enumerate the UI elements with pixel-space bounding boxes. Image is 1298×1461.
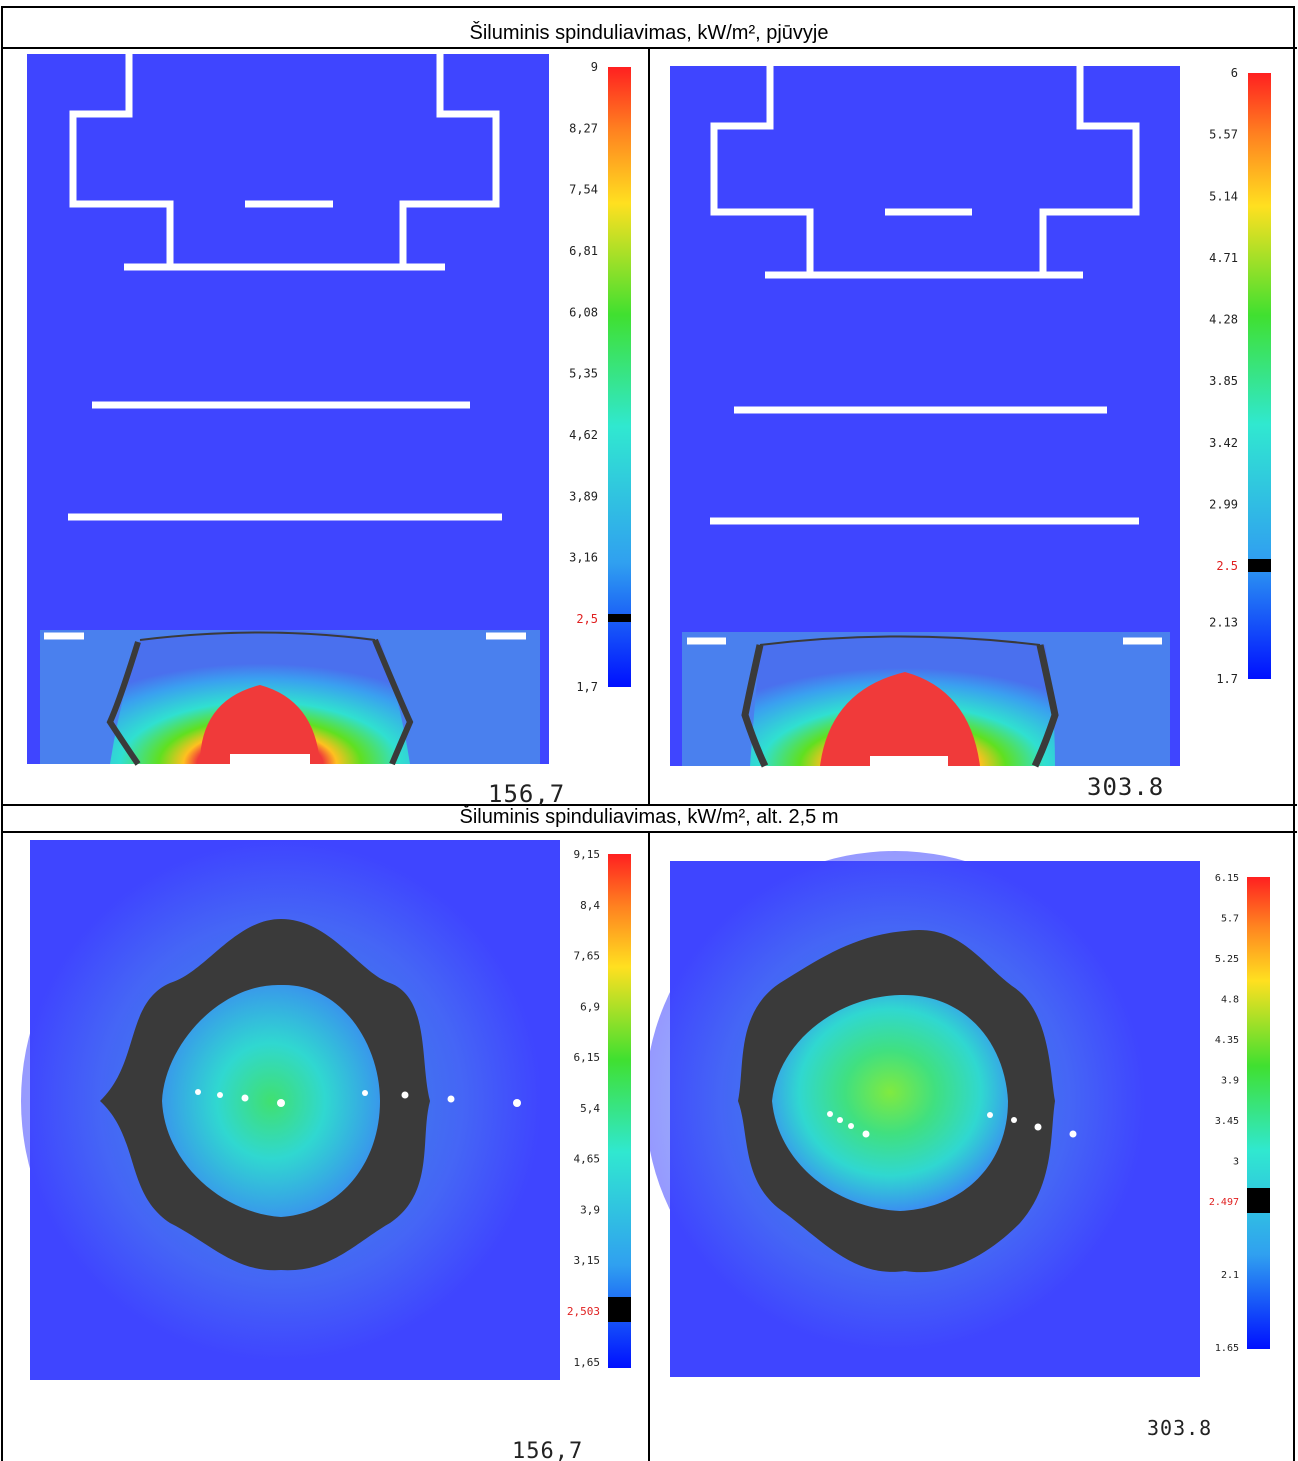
structure-walls xyxy=(687,66,1162,645)
fire-source xyxy=(230,754,310,764)
section-plot-t303: 6 5.57 5.14 4.71 4.28 3.85 3.42 2.99 2.5 2.13 1.7 xyxy=(670,66,1271,768)
structure-walls xyxy=(44,54,526,640)
sensor-points xyxy=(827,1111,1077,1138)
colorbar-tick-label: 8,27 xyxy=(569,121,598,135)
section-title-altitude: Šiluminis spinduliavimas, kW/m², alt. 2,… xyxy=(459,806,839,828)
colorbar-tick-label: 4,62 xyxy=(569,428,598,442)
altitude-plot-t303: 6.15 5.7 5.25 4.8 4.35 3.9 3.45 3 2.497 2.1 1.65 xyxy=(650,851,1270,1377)
colorbar-tick-label: 3,9 xyxy=(580,1203,600,1216)
timestamp-label: 156,7 xyxy=(488,780,566,808)
colorbar-tick-label: 3 xyxy=(1233,1157,1239,1168)
colorbar-tick-label: 9 xyxy=(591,60,598,74)
colorbar-tick-label: 4.35 xyxy=(1215,1035,1239,1046)
sensor-points xyxy=(195,1089,521,1107)
colorbar-tick-label: 3,16 xyxy=(569,551,598,565)
panel-altitude-t303: 6.15 5.7 5.25 4.8 4.35 3.9 3.45 3 2.497 2.1 1.65 3… xyxy=(650,833,1296,1461)
colorbar-gradient xyxy=(1248,73,1271,679)
threshold-contour-left xyxy=(106,641,141,766)
colorbar-tick-label: 2.497 xyxy=(1209,1197,1239,1208)
colorbar-t303-section: 6 5.57 5.14 4.71 4.28 3.85 3.42 2.99 2.5 2.13 1.7 xyxy=(1209,66,1271,686)
colorbar-tick-label: 6,81 xyxy=(569,244,598,258)
colorbar-tick-label: 2.5 xyxy=(1216,559,1238,573)
colorbar-gradient xyxy=(608,67,631,687)
colorbar-tick-label: 7,65 xyxy=(574,950,601,963)
col-divider-bottom xyxy=(648,833,650,1461)
panel-section-t303: 6 5.57 5.14 4.71 4.28 3.85 3.42 2.99 2.5 2.13 1.7 … xyxy=(650,0,1296,804)
section-plot-t156: 9 8,27 7,54 6,81 6,08 5,35 4,62 3,89 3,16 2,5 1,7 xyxy=(27,54,631,766)
timestamp-label: 303.8 xyxy=(1087,773,1165,801)
colorbar-tick-label: 5.25 xyxy=(1215,954,1239,965)
colorbar-tick-label: 6 xyxy=(1231,66,1238,80)
colorbar-tick-label: 6,15 xyxy=(574,1051,601,1064)
table-frame xyxy=(1,6,1295,1461)
panel-altitude-t156: 9,15 8,4 7,65 6,9 6,15 5,4 4,65 3,9 3,15 2,503 1,6… xyxy=(0,833,648,1461)
colorbar-tick-label: 2.1 xyxy=(1221,1270,1239,1281)
colorbar-tick-label: 2,5 xyxy=(576,612,598,626)
colorbar-tick-label: 1.65 xyxy=(1215,1343,1239,1354)
colorbar-tick-label: 1,65 xyxy=(574,1356,601,1369)
colorbar-tick-label: 6,9 xyxy=(580,1000,600,1013)
row-divider-1 xyxy=(1,47,1297,49)
threshold-marker xyxy=(608,1297,631,1322)
colorbar-tick-label: 3.85 xyxy=(1209,374,1238,388)
colorbar-t303-altitude: 6.15 5.7 5.25 4.8 4.35 3.9 3.45 3 2.497 2.1 1.65 xyxy=(1209,873,1270,1354)
colorbar-tick-label: 4.28 xyxy=(1209,313,1238,327)
threshold-contour-right xyxy=(372,638,414,766)
colorbar-tick-label: 3.45 xyxy=(1215,1116,1239,1127)
row-divider-2 xyxy=(1,804,1297,806)
colorbar-tick-label: 5,4 xyxy=(580,1102,600,1115)
threshold-contour-top xyxy=(139,631,376,641)
colorbar-tick-label: 9,15 xyxy=(574,848,601,861)
timestamp-label: 303.8 xyxy=(1147,1416,1213,1440)
colorbar-tick-label: 3.42 xyxy=(1209,436,1238,450)
colorbar-tick-label: 8,4 xyxy=(580,899,600,912)
colorbar-tick-label: 4.71 xyxy=(1209,251,1238,265)
inner-zone xyxy=(772,994,1008,1211)
threshold-marker xyxy=(1247,1188,1270,1213)
colorbar-gradient xyxy=(608,854,631,1368)
inner-zone xyxy=(162,984,380,1217)
colorbar-tick-label: 2.13 xyxy=(1209,616,1238,630)
colorbar-t156-altitude: 9,15 8,4 7,65 6,9 6,15 5,4 4,65 3,9 3,15 2,503 1,6… xyxy=(567,848,631,1369)
altitude-plot-t156: 9,15 8,4 7,65 6,9 6,15 5,4 4,65 3,9 3,15 2,503 1,6… xyxy=(21,840,631,1380)
colorbar-tick-label: 5.7 xyxy=(1221,914,1239,925)
colorbar-tick-label: 1.7 xyxy=(1216,672,1238,686)
colorbar-tick-label: 3,15 xyxy=(574,1254,601,1267)
colorbar-tick-label: 4.8 xyxy=(1221,995,1239,1006)
colorbar-tick-label: 2.99 xyxy=(1209,497,1238,511)
colorbar-gradient xyxy=(1247,877,1270,1349)
colorbar-tick-label: 7,54 xyxy=(569,183,598,197)
hot-core xyxy=(200,685,320,764)
colorbar-tick-label: 4,65 xyxy=(574,1153,601,1166)
col-divider-top xyxy=(648,49,650,804)
row-divider-3 xyxy=(1,831,1297,833)
colorbar-t156-section: 9 8,27 7,54 6,81 6,08 5,35 4,62 3,89 3,16 2,5 1,7 xyxy=(569,60,631,694)
hot-core xyxy=(820,672,980,766)
colorbar-tick-label: 3.9 xyxy=(1221,1076,1239,1087)
section-title-section: Šiluminis spinduliavimas, kW/m², pjūvyje xyxy=(469,22,829,44)
timestamp-label: 156,7 xyxy=(512,1439,584,1461)
threshold-marker xyxy=(608,614,631,622)
colorbar-tick-label: 2,503 xyxy=(567,1305,600,1318)
colorbar-tick-label: 1,7 xyxy=(576,680,598,694)
threshold-marker xyxy=(1248,559,1271,572)
panel-section-t156: 9 8,27 7,54 6,81 6,08 5,35 4,62 3,89 3,16 2,5 1,7 … xyxy=(0,0,648,808)
colorbar-tick-label: 3,89 xyxy=(569,489,598,503)
colorbar-tick-label: 5,35 xyxy=(569,367,598,381)
colorbar-tick-label: 6.15 xyxy=(1215,873,1239,884)
colorbar-tick-label: 6,08 xyxy=(569,305,598,319)
colorbar-tick-label: 5.14 xyxy=(1209,189,1238,203)
fire-source xyxy=(870,756,948,766)
threshold-contour-top xyxy=(759,635,1041,646)
threshold-contour-left xyxy=(741,644,769,768)
colorbar-tick-label: 5.57 xyxy=(1209,128,1238,142)
threshold-contour-right xyxy=(1031,644,1059,768)
